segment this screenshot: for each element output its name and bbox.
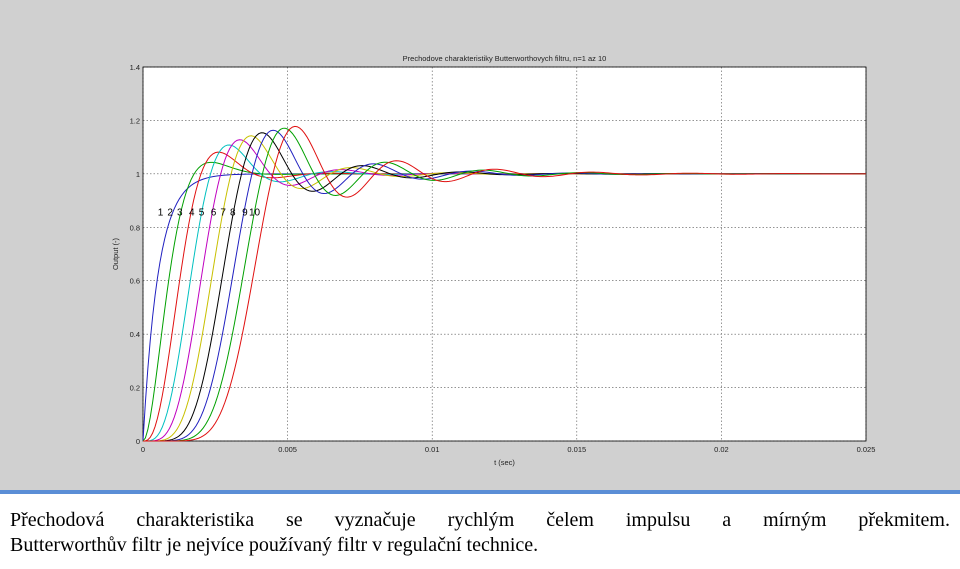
y-tick-label: 0.6 <box>130 277 140 286</box>
x-tick-label: 0.02 <box>714 445 729 454</box>
chart-title: Prechodove charakteristiky Butterworthov… <box>403 54 607 63</box>
plot-frame <box>142 66 867 442</box>
caption-line-2: Butterworthův filtr je nejvíce používaný… <box>10 534 539 556</box>
y-tick-label: 0.8 <box>130 223 140 232</box>
plot-area <box>143 67 866 441</box>
x-tick-label: 0.015 <box>567 445 586 454</box>
series-label-8: 8 <box>230 207 236 218</box>
series-label-4: 4 <box>189 207 195 218</box>
chart-figure: 0 0.005 0.01 0.015 0.02 0.025 0 0.2 0.4 0.6 0.8 1 1.… <box>0 0 960 490</box>
series-label-5: 5 <box>199 207 205 218</box>
x-axis-label: t (sec) <box>494 458 515 467</box>
x-tick-label: 0.005 <box>278 445 297 454</box>
y-tick-label: 0.2 <box>130 384 140 393</box>
series-label-7: 7 <box>220 207 226 218</box>
y-tick-label: 1.2 <box>130 116 140 125</box>
series-label-9: 9 <box>242 207 248 218</box>
step-response-chart: 0 0.005 0.01 0.015 0.02 0.025 0 0.2 0.4 0.6 0.8 1 1.… <box>111 54 876 467</box>
series-label-2: 2 <box>167 207 173 218</box>
x-tick-label: 0.01 <box>425 445 440 454</box>
y-tick-label: 1 <box>136 170 140 179</box>
slide-caption: Přechodová charakteristika se vyznačuje … <box>10 508 950 558</box>
series-label-10: 10 <box>249 207 261 218</box>
slide-divider <box>0 490 960 494</box>
series-line-10 <box>143 125 867 442</box>
x-tick-label: 0 <box>141 445 145 454</box>
series-label-6: 6 <box>211 207 217 218</box>
y-tick-label: 1.4 <box>130 63 140 72</box>
y-axis-label: Output (-) <box>111 237 120 270</box>
series-label-3: 3 <box>177 207 183 218</box>
y-tick-label: 0 <box>136 437 140 446</box>
series-label-1: 1 <box>158 207 164 218</box>
y-tick-label: 0.4 <box>130 330 140 339</box>
caption-line-1: Přechodová charakteristika se vyznačuje … <box>10 509 950 531</box>
x-tick-label: 0.025 <box>857 445 876 454</box>
